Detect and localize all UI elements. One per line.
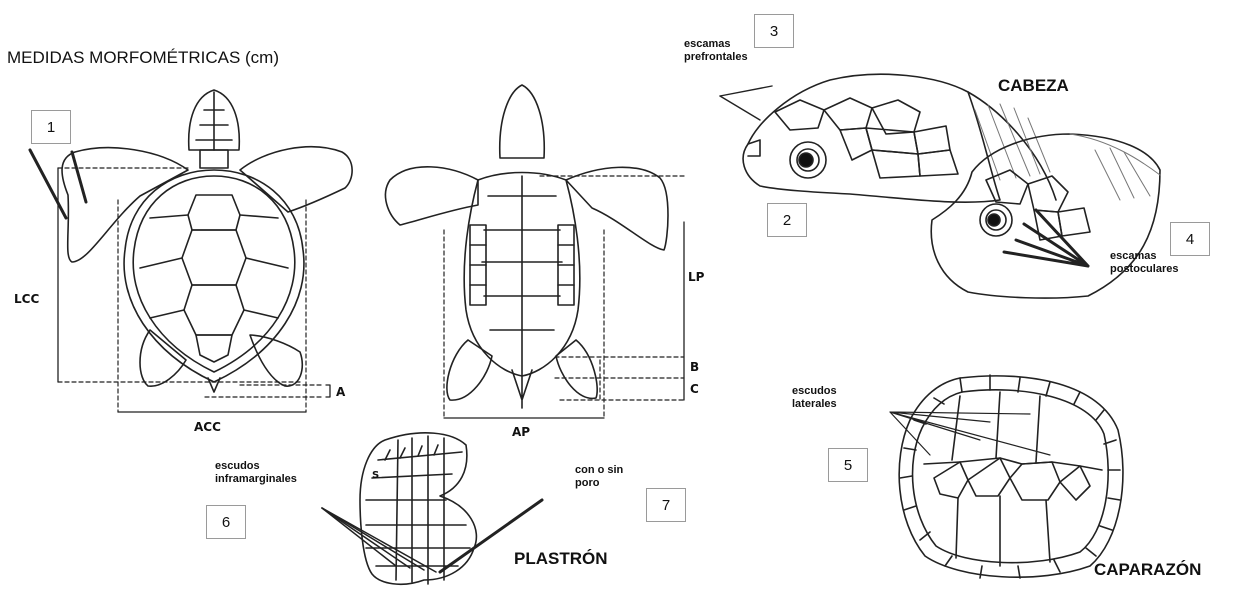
dimension-label-c: C [690,382,699,396]
head-figure-upper [719,73,1057,203]
label-lateral-scutes: escudos laterales [792,385,837,411]
label-inframarginal-scutes: escudos inframarginales [215,460,297,486]
number-box-1: 1 [31,110,71,144]
section-label-carapace: CAPARAZÓN [1094,560,1202,579]
number-box-3: 3 [754,14,794,48]
label-prefrontal-line2: prefrontales [684,51,748,63]
plastron-figure [359,432,478,586]
label-inframarginal-line2: inframarginales [215,473,297,485]
label-postocular-scales: escamas postoculares [1110,250,1178,276]
page-title: MEDIDAS MORFOMÉTRICAS (cm) [7,48,279,67]
dimension-label-a: A [336,385,346,399]
dorsal-turtle-figure [57,89,353,413]
dimension-label-ap: AP [512,425,531,439]
label-lateral-line2: laterales [792,398,837,410]
number-box-2: 2 [767,203,807,237]
dimension-label-lp: LP [688,270,705,284]
label-inframarginal-line1: escudos [215,460,260,472]
pointer-line-1b [70,150,88,204]
number-box-6: 6 [206,505,246,539]
dimension-label-b: B [690,360,700,374]
number-box-5: 5 [828,448,868,482]
dimension-label-acc: ACC [194,420,221,434]
pointer-lines-6 [321,507,437,573]
head-figure-lower [930,133,1161,299]
label-pore-line2: poro [575,477,600,489]
label-lateral-line1: escudos [792,385,837,397]
section-label-plastron: PLASTRÓN [514,549,608,568]
label-prefrontal-scales: escamas prefrontales [684,38,748,64]
label-prefrontal-line1: escamas [684,38,731,50]
number-box-4: 4 [1170,222,1210,256]
carapace-figure [889,374,1124,579]
label-pore: con o sin poro [575,464,623,490]
label-postocular-line1: escamas [1110,250,1157,262]
label-postocular-line2: postoculares [1110,263,1179,275]
ventral-turtle-figure [384,84,685,419]
number-box-7: 7 [646,488,686,522]
pointer-line-1a [28,148,68,220]
label-pore-line1: con o sin [575,464,624,476]
pointer-line-7 [438,498,544,574]
section-label-head: CABEZA [998,76,1069,95]
dimension-label-s: S [372,470,380,481]
dimension-label-lcc: LCC [14,292,40,306]
